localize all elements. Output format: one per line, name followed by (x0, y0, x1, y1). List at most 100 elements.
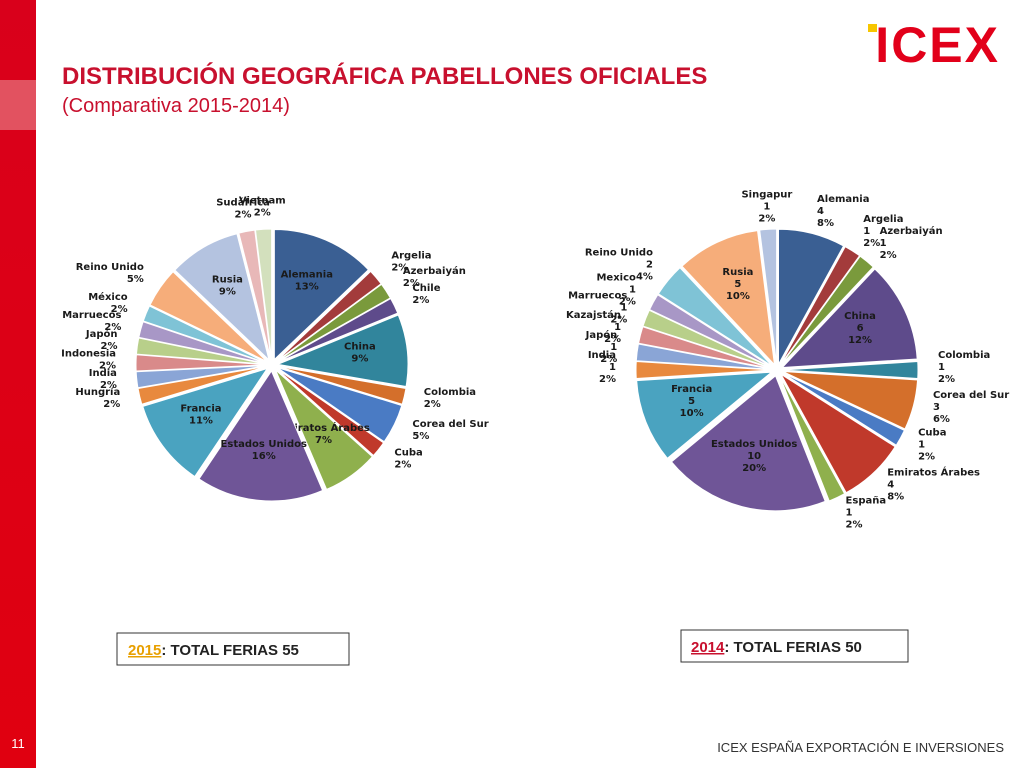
pie-slice (780, 373, 896, 494)
slice-label-line: Sudáfrica (216, 197, 270, 209)
logo: ICEX (875, 17, 1000, 73)
slice-label-line: Cuba (394, 448, 422, 459)
slice-label-line: 13% (295, 282, 319, 293)
slice-label-line: Corea del Sur (412, 419, 488, 430)
slice-label-line: 6 (857, 323, 864, 334)
pie-slice (238, 229, 272, 360)
slice-label: Kazajstán 1 2% (566, 309, 621, 345)
slice-label-line: 12% (848, 335, 872, 346)
slice-label-line: 2% (758, 213, 775, 224)
pie-slice (781, 372, 906, 446)
slice-label-line: 2% (104, 322, 121, 333)
slice-label-line: 2% (391, 263, 408, 274)
slice-label: Rusia 9% (212, 275, 243, 298)
slice-label: Marruecos 2% (62, 310, 121, 333)
slice-label: India 1 2% (588, 350, 616, 385)
pie-slice (777, 228, 845, 365)
slice-label-line: 20% (742, 463, 766, 474)
slice-label-line: Rusia (722, 267, 753, 278)
slice-label-line: Argelia (863, 214, 903, 225)
slice-label: Mexico 1 2% (596, 272, 636, 307)
pie-slice (636, 371, 773, 459)
pie-slice (681, 230, 776, 367)
slice-label-line: Japón (85, 328, 118, 340)
slice-label-line: 1 (620, 303, 627, 314)
slice-label-line: 5 (688, 396, 695, 407)
pie-slice (277, 367, 403, 443)
slice-label: Reino Unido 5% (76, 262, 144, 285)
pie-slice (637, 326, 772, 369)
slice-label-line: Mexico (596, 272, 636, 283)
pie-slice (642, 309, 772, 369)
slice-label-line: Francia (671, 384, 712, 395)
slice-label-line: 9% (219, 287, 236, 298)
slice-label-line: Vietnam (239, 195, 286, 206)
pie-slice (149, 271, 268, 363)
slice-label-line: 2% (100, 380, 117, 391)
footer-text: ICEX ESPAÑA EXPORTACIÓN E INVERSIONES (717, 740, 1004, 755)
slice-label: Colombia 1 2% (938, 350, 990, 385)
slice-label-line: China (344, 341, 376, 352)
slice-label: Francia 5 10% (671, 384, 712, 419)
slice-label: Estados Unidos 16% (221, 439, 307, 462)
slice-label-line: 1 (609, 362, 616, 373)
slice-label-line: 2% (619, 296, 636, 307)
slice-label-line: 16% (252, 451, 276, 462)
slice-label-line: Alemania (817, 194, 869, 205)
title: DISTRIBUCIÓN GEOGRÁFICA PABELLONES OFICI… (62, 62, 707, 90)
slice-label: Francia 11% (180, 404, 221, 427)
slice-label: Alemania 4 8% (817, 194, 869, 229)
slice-label-line: 10% (680, 408, 704, 419)
slice-label-line: 5% (412, 431, 429, 442)
slice-label-line: Alemania (281, 270, 333, 281)
slice-label-line: España (846, 496, 887, 507)
slice-label: Reino Unido 2 4% (585, 247, 653, 282)
slice-label-line: 6% (933, 414, 950, 425)
slice-label: Azerbaiyán 1 2% (880, 225, 943, 261)
slice-label-line: Marruecos (568, 291, 627, 302)
slice-label-line: 1 (880, 238, 887, 249)
slice-label-line: Cuba (918, 428, 946, 439)
slice-label: Hungría 2% (75, 386, 120, 410)
slice-label-line: 4% (636, 271, 653, 282)
slice-label-line: Azerbaiyán (880, 225, 943, 237)
subtitle: (Comparativa 2015-2014) (62, 95, 290, 117)
slice-label-line: 2% (846, 520, 863, 531)
pie-slice (254, 228, 273, 360)
slice-label: Cuba 2% (394, 448, 422, 471)
slice-label-line: 2% (863, 238, 880, 249)
pie-slice (135, 354, 267, 372)
pie-slice (276, 368, 385, 457)
slice-label-line: Estados Unidos (711, 439, 797, 450)
slice-label-line: India (588, 350, 616, 361)
slice-label-line: Kazajstán (566, 309, 621, 321)
slice-label-line: Reino Unido (76, 262, 144, 273)
slice-label-line: 1 (763, 201, 770, 212)
slice-label-line: 1 (863, 226, 870, 237)
slice-label-line: 4 (817, 206, 824, 217)
slice-label-line: Singapur (741, 189, 792, 200)
slice-label: Corea del Sur 3 6% (933, 390, 1009, 425)
slice-label: Marruecos 1 2% (568, 291, 627, 326)
slice-label: Emiratos Árabes 4 8% (887, 465, 980, 502)
slice-label: México 2% (88, 291, 128, 315)
slice-label-line: 8% (817, 218, 834, 229)
slice-label-line: 2% (235, 210, 252, 221)
total-year: 2014 (691, 639, 725, 656)
pie-slice (657, 267, 773, 367)
slice-label-line: Indonesia (61, 349, 116, 360)
slice-label-line: 2% (604, 334, 621, 345)
slice-label-line: 7% (315, 435, 332, 446)
slice-label-line: 8% (887, 491, 904, 502)
slice-label-line: 2% (880, 250, 897, 261)
slice-label-line: 2% (610, 315, 627, 326)
total-year: 2015 (128, 642, 161, 659)
slice-label-line: 1 (614, 322, 621, 333)
slice-label-line: 2% (600, 354, 617, 365)
slice-label-line: 2% (599, 374, 616, 385)
slice-label-line: Azerbaiyán (403, 265, 466, 277)
pie-slice (138, 321, 267, 364)
slice-label-line: 2% (99, 361, 116, 372)
pie-slice (780, 255, 874, 366)
slice-label-line: Francia (180, 404, 221, 415)
